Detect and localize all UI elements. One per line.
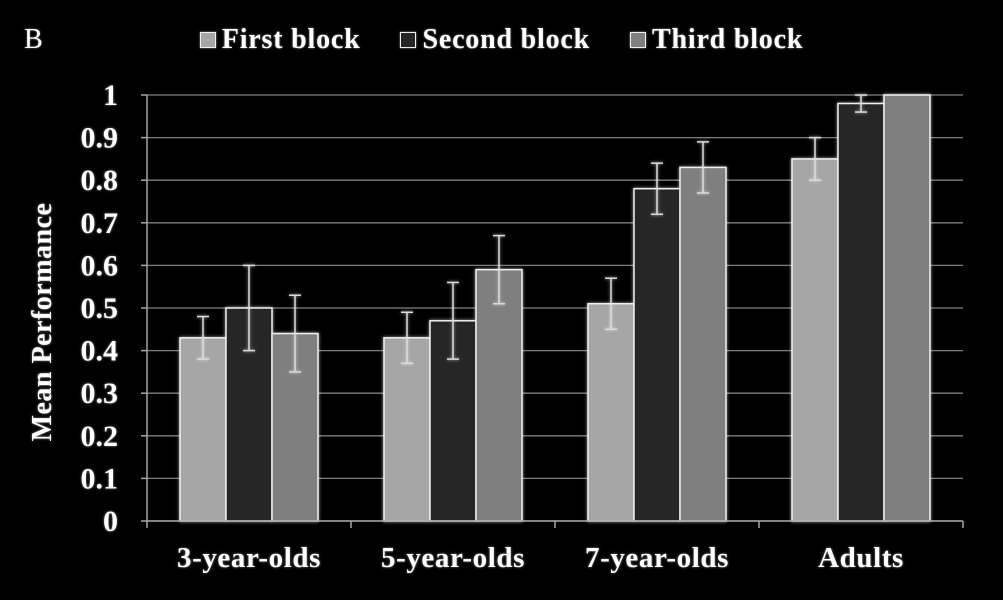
error-bar-second-block-5-year-olds <box>447 281 459 360</box>
y-axis <box>141 94 148 522</box>
legend-label-second-block: Second block <box>422 24 591 55</box>
legend-item-second-block: Second block <box>400 23 590 57</box>
bar-first-block-adults <box>791 158 839 522</box>
legend: First block Second block Third block <box>0 23 1003 57</box>
bar-third-block-adults <box>883 94 931 522</box>
y-tick-label: 0.9 <box>81 122 119 155</box>
error-bar-first-block-7-year-olds <box>605 277 617 331</box>
y-tick-label: 0.4 <box>81 335 119 368</box>
x-category-labels: 3-year-olds 5-year-olds 7-year-olds Adults <box>177 542 904 574</box>
error-bar-third-block-5-year-olds <box>493 234 505 305</box>
bar-second-block-adults <box>837 102 885 522</box>
error-bar-first-block-adults <box>809 136 821 181</box>
bar-first-block-7-year-olds <box>587 302 635 522</box>
bar-first-block-5-year-olds <box>383 337 431 522</box>
bars <box>179 94 931 522</box>
y-tick-label: 0.7 <box>81 207 119 240</box>
y-tick-label: 0.8 <box>81 164 119 197</box>
x-category-label: 5-year-olds <box>381 542 525 574</box>
legend-item-third-block: Third block <box>630 23 803 57</box>
legend-marker-first-block <box>199 32 216 48</box>
y-tick-label: 0.2 <box>81 420 119 453</box>
bar-second-block-7-year-olds <box>633 187 681 522</box>
y-tick-label: 0.5 <box>81 292 119 325</box>
y-tick-label: 0.1 <box>81 462 119 495</box>
error-bar-third-block-3-year-olds <box>289 294 301 373</box>
y-tick-label: 0 <box>103 505 118 538</box>
legend-label-third-block: Third block <box>652 24 804 55</box>
legend-marker-third-block <box>630 32 647 48</box>
y-tick-label: 0.6 <box>81 249 119 282</box>
y-tick-label: 0.3 <box>81 377 119 410</box>
x-category-label: 3-year-olds <box>177 542 321 574</box>
error-bar-first-block-5-year-olds <box>401 311 413 365</box>
bar-third-block-7-year-olds <box>679 166 727 522</box>
legend-marker-second-block <box>400 32 417 48</box>
x-category-label: 7-year-olds <box>585 542 729 574</box>
error-bar-second-block-3-year-olds <box>243 264 255 352</box>
x-category-label: Adults <box>818 542 904 574</box>
error-bar-second-block-adults <box>855 94 867 113</box>
bar-third-block-5-year-olds <box>475 268 523 522</box>
y-tick-label: 1 <box>103 79 118 112</box>
panel-label: B <box>24 24 43 55</box>
x-axis <box>146 520 964 528</box>
bar-first-block-3-year-olds <box>179 337 227 522</box>
legend-label-first-block: First block <box>221 24 361 55</box>
error-bar-first-block-3-year-olds <box>197 315 209 360</box>
error-bar-third-block-7-year-olds <box>697 141 709 194</box>
legend-item-first-block: First block <box>199 23 361 57</box>
error-bar-second-block-7-year-olds <box>651 162 663 216</box>
error-bars <box>197 94 867 373</box>
y-axis-title: Mean Performance <box>27 203 58 442</box>
y-tick-labels: 0 0.1 0.2 0.3 0.4 0.5 0.6 0.7 0.8 0.9 1 <box>81 79 119 538</box>
